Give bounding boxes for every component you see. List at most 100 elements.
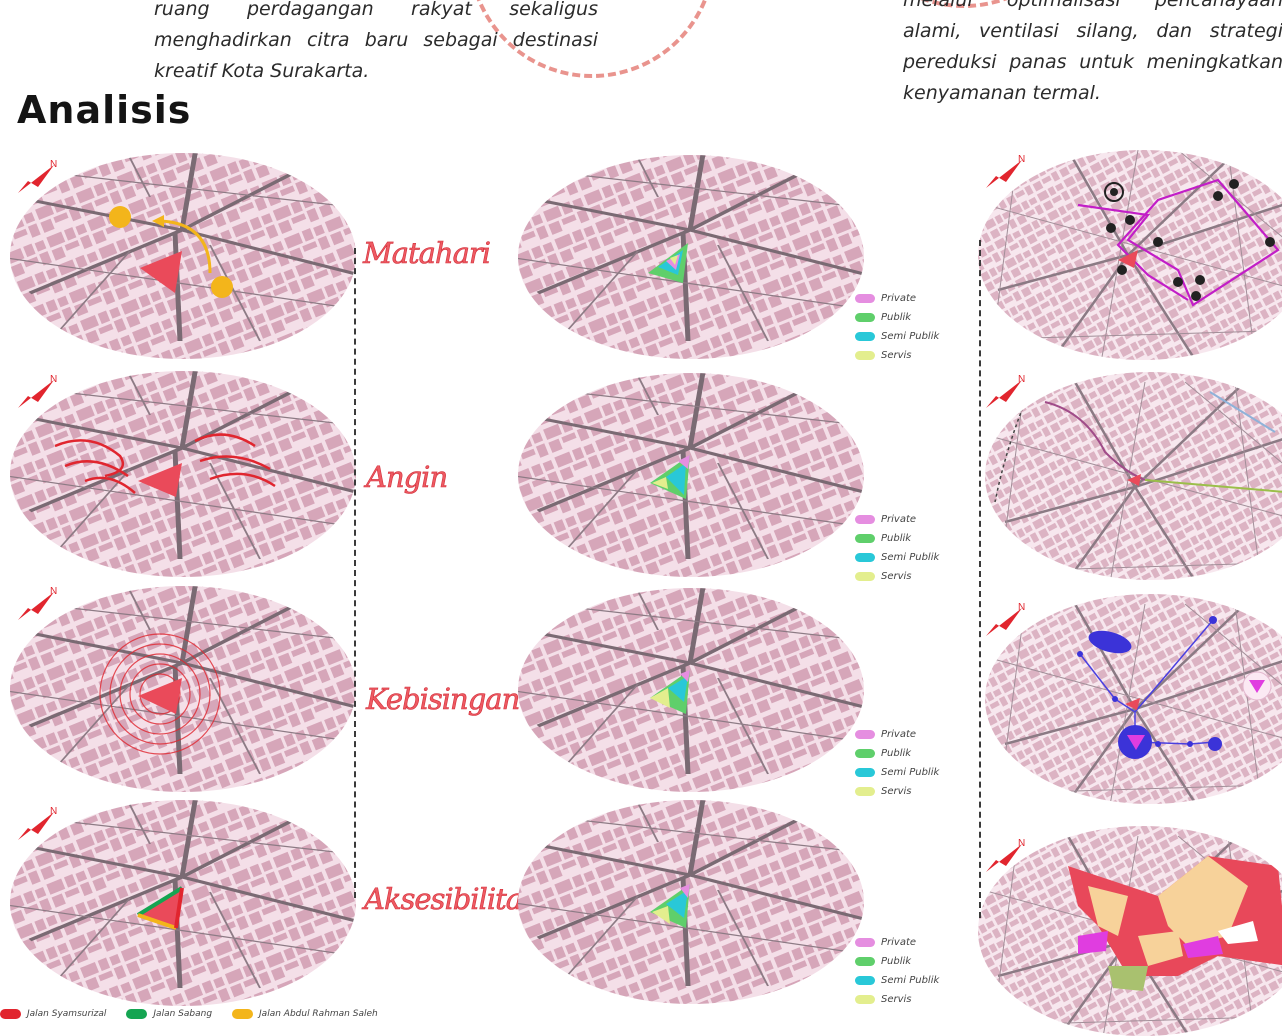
north-arrow-icon: N bbox=[986, 838, 1025, 872]
legend-swatch bbox=[232, 1009, 254, 1019]
intro-right-line: pereduksi panas untuk meningkatkan bbox=[903, 51, 1282, 73]
context-map-landuse bbox=[978, 826, 1282, 1036]
label-matahari: Matahari bbox=[363, 236, 492, 271]
north-arrow-icon: N bbox=[986, 374, 1025, 408]
landmark-node bbox=[1208, 737, 1222, 751]
wind-analysis-map bbox=[10, 371, 356, 577]
north-marker: N bbox=[50, 586, 57, 597]
zoning-legend: Private Publik Semi Publik Servis bbox=[855, 725, 939, 801]
north-arrow-icon: N bbox=[18, 806, 57, 840]
legend-label: Semi Publik bbox=[881, 767, 940, 778]
intro-left-line: menghadirkan citra baru sebagai destinas… bbox=[154, 29, 598, 51]
zoning-map-3 bbox=[518, 588, 864, 792]
north-marker: N bbox=[50, 374, 57, 385]
legend-swatch bbox=[855, 332, 875, 341]
sun-path-arrow bbox=[159, 219, 212, 274]
north-arrow-icon: N bbox=[18, 586, 57, 620]
context-map-nodes bbox=[985, 594, 1282, 804]
site-triangle bbox=[1125, 698, 1140, 710]
zoning-legend: Private Publik Semi Publik Servis bbox=[855, 289, 939, 365]
noise-wave-icon bbox=[99, 633, 221, 755]
intro-right-line: kenyamanan termal. bbox=[903, 82, 1101, 104]
right-column-separator bbox=[979, 240, 981, 918]
north-arrow-icon: N bbox=[18, 159, 57, 193]
legend-label: Publik bbox=[881, 533, 912, 544]
north-marker: N bbox=[50, 806, 57, 817]
site-triangle bbox=[1118, 250, 1138, 268]
road-highlight-abdul-rahman-saleh bbox=[137, 913, 177, 930]
bus-stop-icon bbox=[1104, 179, 1275, 301]
road-legend-item: Jalan Abdul Rahman Saleh bbox=[232, 1009, 378, 1019]
north-marker: N bbox=[50, 159, 57, 170]
zoning-legend: Private Publik Semi Publik Servis bbox=[855, 933, 939, 1009]
site-triangle bbox=[140, 251, 182, 293]
legend-swatch bbox=[855, 351, 875, 360]
road-legend: Jalan Syamsurizal Jalan Sabang Jalan Abd… bbox=[0, 1009, 398, 1019]
legend-label: Publik bbox=[881, 956, 912, 967]
intro-left-line: kreatif Kota Surakarta. bbox=[154, 60, 370, 82]
intro-left-line: ruang perdagangan rakyat sekaligus bbox=[154, 0, 598, 20]
north-marker: N bbox=[1018, 154, 1025, 165]
legend-swatch bbox=[855, 313, 875, 322]
zoning-map-1 bbox=[518, 155, 864, 359]
column-separator bbox=[354, 248, 356, 898]
legend-label: Private bbox=[881, 514, 917, 525]
context-map-transport bbox=[978, 150, 1282, 360]
legend-label: Servis bbox=[881, 350, 912, 361]
sun-icon bbox=[109, 206, 131, 228]
intro-right-line: alami, ventilasi silang, dan strategi bbox=[903, 20, 1282, 42]
legend-label: Servis bbox=[881, 994, 912, 1005]
legend-label: Private bbox=[881, 937, 917, 948]
legend-swatch bbox=[855, 749, 875, 758]
intro-paragraph-right: melalui optimalisasi pencahayaan alami, … bbox=[903, 0, 1282, 109]
legend-label: Jalan Abdul Rahman Saleh bbox=[259, 1009, 378, 1019]
site-triangle bbox=[1127, 474, 1141, 486]
site-triangle bbox=[138, 678, 182, 714]
label-angin: Angin bbox=[366, 460, 449, 495]
zoning-map-4 bbox=[518, 800, 864, 1004]
legend-label: Servis bbox=[881, 786, 912, 797]
wind-flow-icon bbox=[54, 433, 276, 494]
north-arrow-icon: N bbox=[986, 602, 1025, 636]
legend-label: Jalan Sabang bbox=[153, 1009, 213, 1019]
legend-swatch bbox=[855, 995, 875, 1004]
road-legend-item: Jalan Sabang bbox=[126, 1009, 212, 1019]
north-marker: N bbox=[1018, 838, 1025, 849]
legend-swatch bbox=[855, 938, 875, 947]
north-marker: N bbox=[1018, 374, 1025, 385]
legend-label: Semi Publik bbox=[881, 552, 940, 563]
road-highlight-sabang bbox=[136, 886, 184, 917]
legend-swatch bbox=[855, 768, 875, 777]
label-aksesibilitas: Aksesibilitas bbox=[364, 882, 538, 917]
legend-swatch bbox=[855, 294, 875, 303]
sun-analysis-map bbox=[10, 153, 356, 359]
legend-label: Private bbox=[881, 729, 917, 740]
legend-swatch bbox=[855, 572, 875, 581]
intro-paragraph-left: ruang perdagangan rakyat sekaligus mengh… bbox=[154, 0, 598, 87]
legend-label: Jalan Syamsurizal bbox=[27, 1009, 107, 1019]
noise-analysis-map bbox=[10, 586, 356, 792]
sun-icon bbox=[211, 276, 233, 298]
zoning-map-2 bbox=[518, 373, 864, 577]
zoning-legend: Private Publik Semi Publik Servis bbox=[855, 510, 939, 586]
legend-label: Semi Publik bbox=[881, 331, 940, 342]
road-highlight-syamsurizal bbox=[174, 887, 184, 929]
legend-swatch bbox=[126, 1009, 148, 1019]
legend-swatch bbox=[0, 1009, 21, 1019]
legend-swatch bbox=[855, 515, 875, 524]
north-arrow-icon: N bbox=[986, 154, 1025, 188]
north-arrow-icon: N bbox=[18, 374, 57, 408]
site-triangle bbox=[138, 463, 182, 497]
label-kebisingan: Kebisingan bbox=[366, 682, 521, 717]
intro-right-line: melalui optimalisasi pencahayaan bbox=[903, 0, 1282, 11]
road-legend-item: Jalan Syamsurizal bbox=[0, 1009, 106, 1019]
legend-swatch bbox=[855, 787, 875, 796]
legend-swatch bbox=[855, 957, 875, 966]
legend-label: Semi Publik bbox=[881, 975, 940, 986]
landmark-node bbox=[1088, 630, 1132, 654]
legend-swatch bbox=[855, 976, 875, 985]
legend-label: Publik bbox=[881, 312, 912, 323]
context-map-network bbox=[985, 372, 1282, 580]
legend-swatch bbox=[855, 730, 875, 739]
legend-swatch bbox=[855, 553, 875, 562]
